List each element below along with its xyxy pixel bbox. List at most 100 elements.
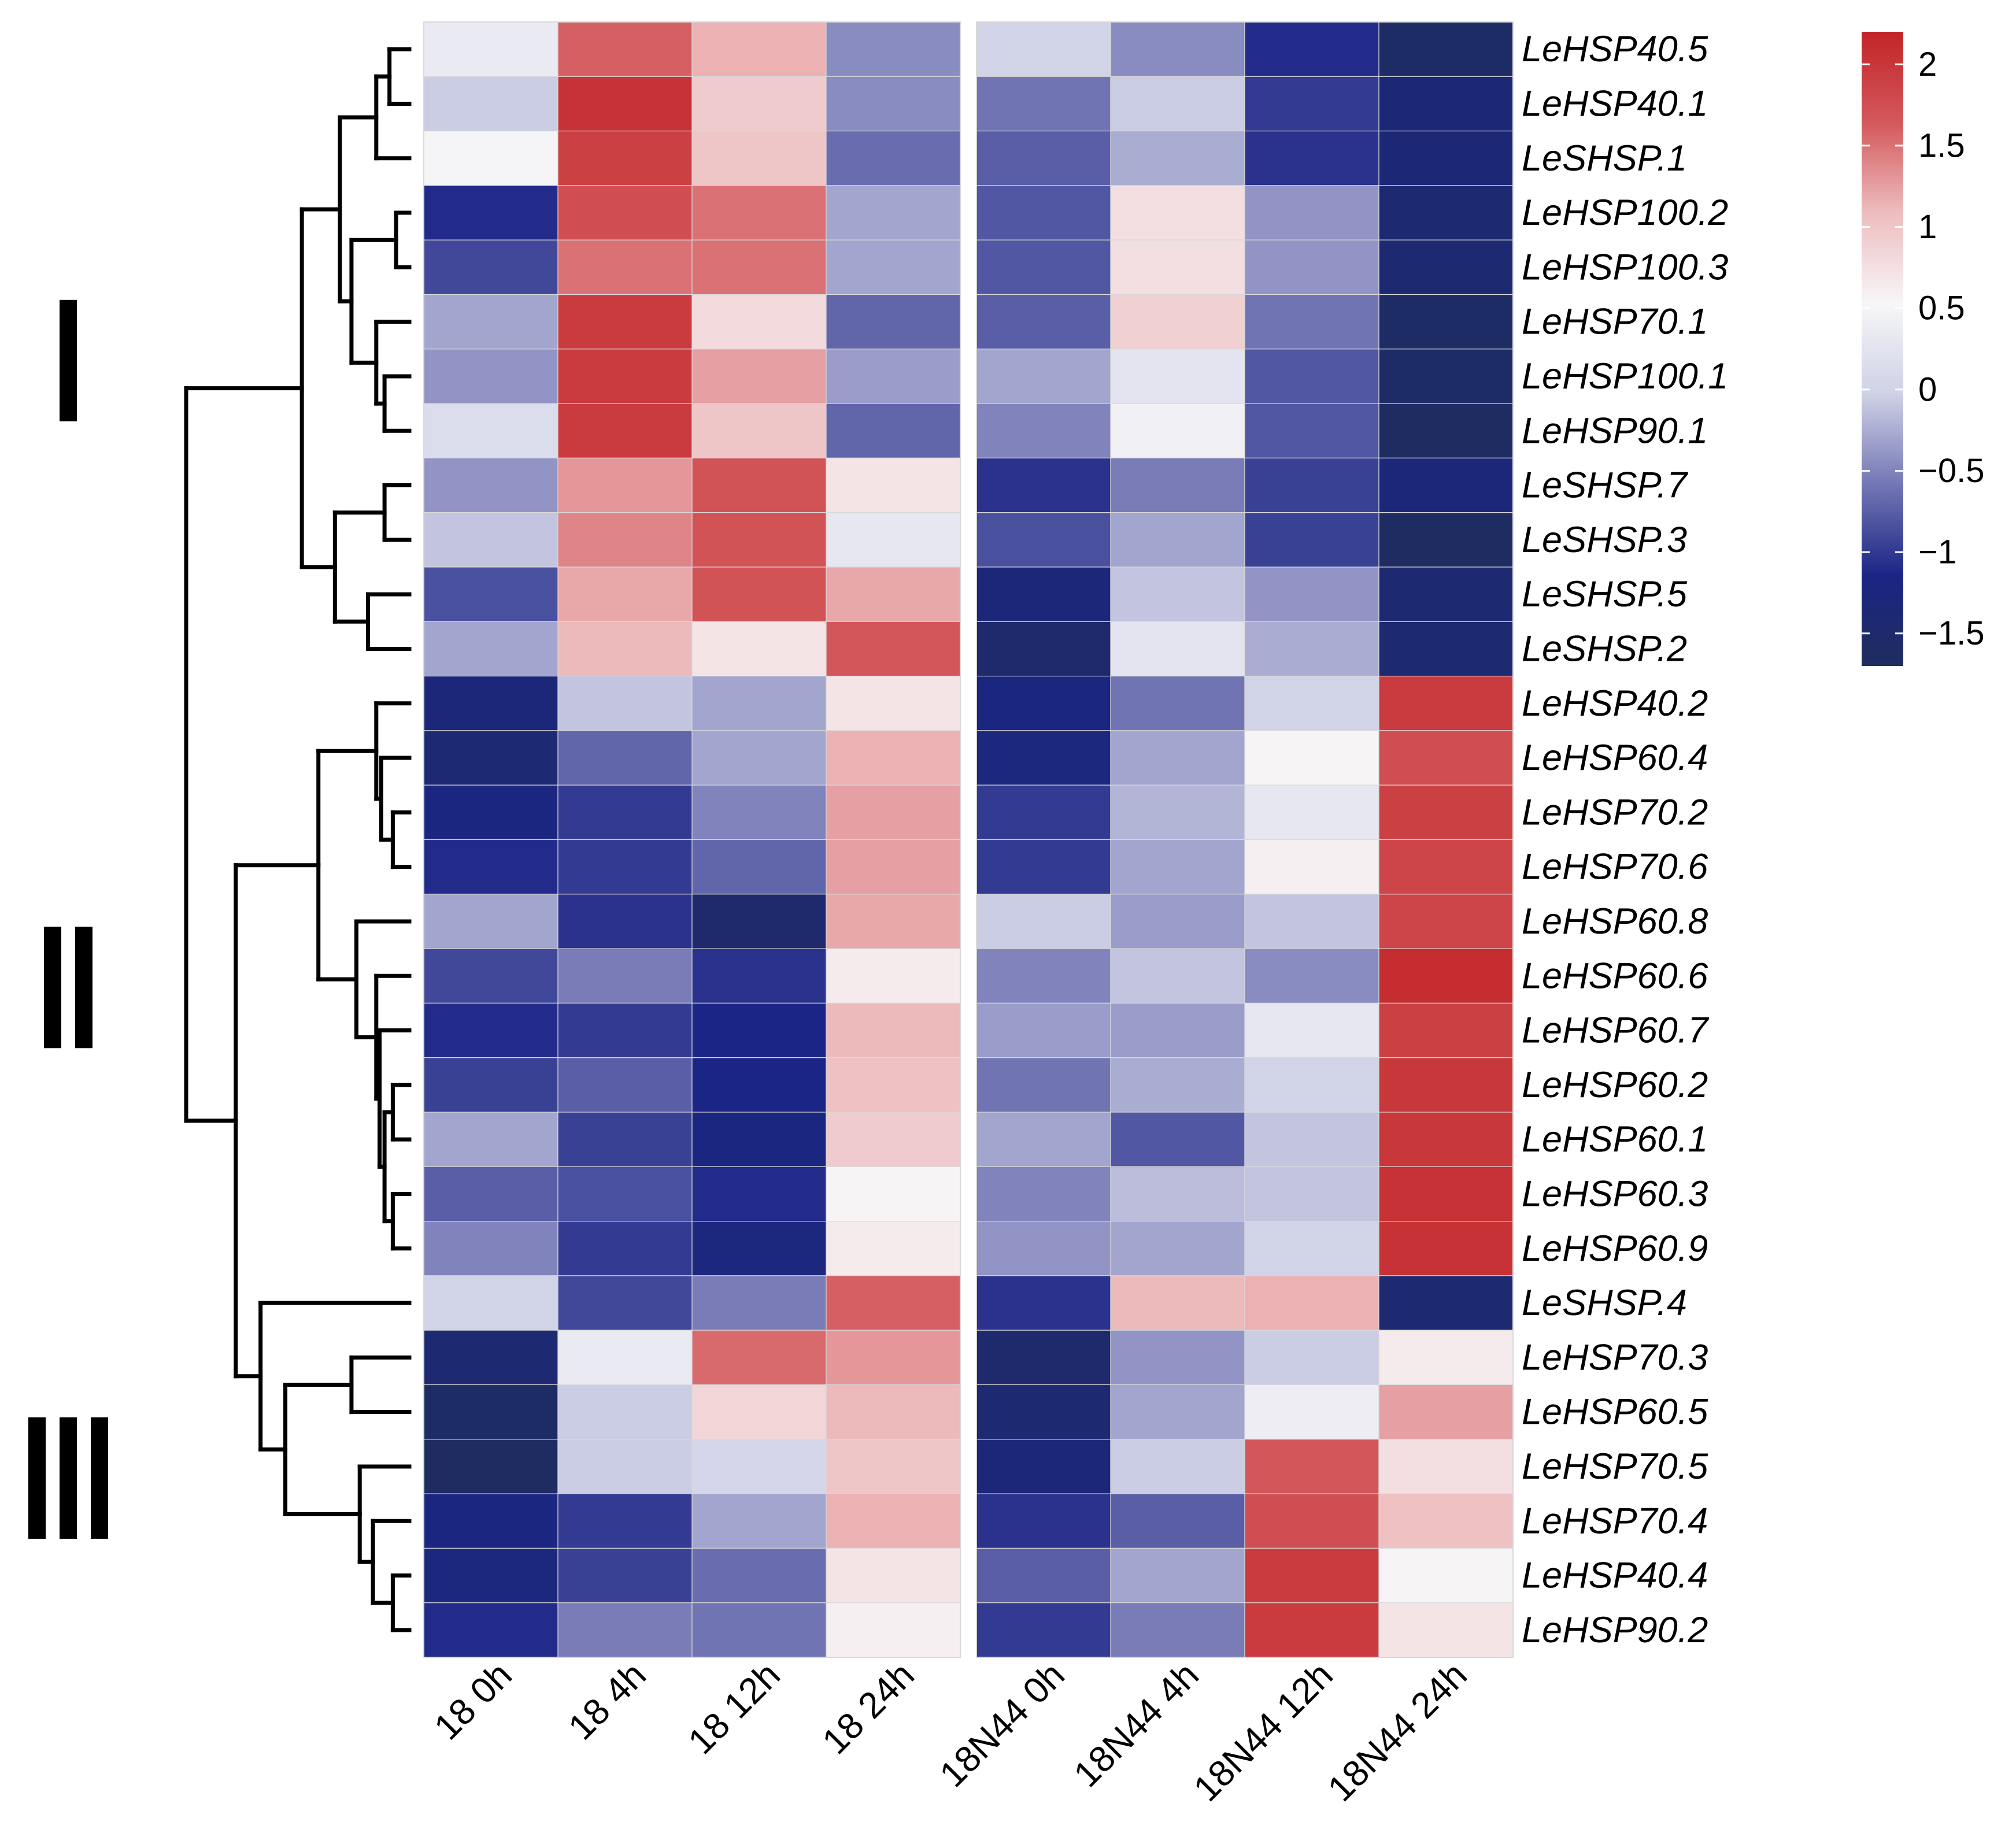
- heatmap-cell: [1110, 839, 1245, 895]
- heatmap-cell: [826, 1602, 961, 1658]
- column-label: 18N44 24h: [1320, 1654, 1474, 1809]
- heatmap-cell: [1110, 1602, 1245, 1658]
- heatmap-cell: [826, 1112, 961, 1167]
- heatmap-cell: [691, 839, 827, 895]
- heatmap-cell: [557, 1112, 693, 1167]
- heatmap-cell: [423, 403, 558, 458]
- heatmap-cell: [1378, 948, 1514, 1004]
- heatmap-cell: [691, 675, 827, 731]
- heatmap-cell: [557, 403, 693, 458]
- heatmap-cell: [691, 294, 827, 350]
- heatmap-cell: [1378, 730, 1514, 786]
- heatmap-cell: [826, 1275, 961, 1331]
- heatmap-cell: [691, 239, 827, 295]
- heatmap-cell: [1244, 894, 1379, 949]
- heatmap-cell: [1244, 730, 1379, 786]
- heatmap-cell: [976, 1221, 1111, 1276]
- panel-frame: [976, 21, 1514, 1658]
- heatmap-cell: [1244, 1221, 1379, 1276]
- heatmap-cell: [976, 1602, 1111, 1658]
- column-label: 18 4h: [561, 1654, 654, 1747]
- heatmap-cell: [423, 784, 558, 840]
- row-label: LeHSP60.4: [1522, 738, 1708, 778]
- heatmap-cell: [1378, 1275, 1514, 1331]
- heatmap-cell: [826, 76, 961, 132]
- heatmap-cell: [826, 21, 961, 77]
- heatmap-cell: [976, 839, 1111, 895]
- heatmap-cell: [423, 894, 558, 949]
- heatmap-cell: [1244, 185, 1379, 240]
- row-label: LeHSP90.1: [1522, 410, 1708, 451]
- heatmap-cell: [826, 131, 961, 186]
- heatmap-cell: [557, 1057, 693, 1113]
- heatmap-cell: [691, 457, 827, 513]
- heatmap-cell: [423, 294, 558, 350]
- heatmap-cell: [976, 1166, 1111, 1222]
- heatmap-cell: [1378, 1057, 1514, 1113]
- heatmap-cell: [1378, 185, 1514, 240]
- row-label: LeHSP70.3: [1522, 1337, 1708, 1378]
- heatmap-cell: [976, 403, 1111, 458]
- heatmap-cell: [976, 1547, 1111, 1604]
- row-label: LeHSP100.1: [1522, 356, 1728, 397]
- row-label: LeHSP90.2: [1522, 1610, 1708, 1650]
- heatmap-cell: [691, 1384, 827, 1440]
- heatmap-cell: [557, 621, 693, 677]
- colorbar-tick-label: −1.5: [1918, 614, 1985, 652]
- heatmap-cell: [423, 1221, 558, 1276]
- heatmap-cell: [1110, 1330, 1245, 1386]
- heatmap-cell: [826, 784, 961, 840]
- heatmap-cell: [1110, 349, 1245, 404]
- panel-frame: [423, 21, 961, 1658]
- heatmap-cell: [826, 1221, 961, 1276]
- heatmap-cell: [1244, 349, 1379, 404]
- heatmap-cell: [1244, 1384, 1379, 1440]
- heatmap-cell: [1110, 784, 1245, 840]
- heatmap-cell: [1378, 76, 1514, 132]
- row-label: LeHSP60.3: [1522, 1173, 1708, 1214]
- row-label: LeSHSP.4: [1522, 1283, 1687, 1323]
- heatmap-cell: [1110, 1493, 1245, 1549]
- heatmap-cell: [423, 1330, 558, 1386]
- heatmap-cell: [691, 1330, 827, 1386]
- heatmap-cell: [826, 621, 961, 677]
- colorbar-tick-label: 1: [1918, 208, 1937, 246]
- column-label: 18 24h: [815, 1654, 922, 1762]
- heatmap-cell: [423, 675, 558, 731]
- heatmap-cell: [1110, 1166, 1245, 1222]
- heatmap-cell: [826, 294, 961, 350]
- row-label: LeHSP60.1: [1522, 1119, 1708, 1160]
- heatmap-cell: [557, 730, 693, 786]
- colorbar-tick-label: 0.5: [1918, 290, 1965, 327]
- heatmap-cell: [1110, 948, 1245, 1004]
- heatmap-cell: [826, 566, 961, 622]
- heatmap-cell: [423, 457, 558, 513]
- heatmap-cell: [826, 1057, 961, 1113]
- heatmap-cell: [1110, 239, 1245, 295]
- heatmap-cell: [1378, 1384, 1514, 1440]
- heatmap-cell: [691, 512, 827, 568]
- heatmap-cell: [423, 1002, 558, 1058]
- heatmap-cell: [691, 1221, 827, 1276]
- heatmap-cell: [1244, 131, 1379, 186]
- row-label: LeHSP100.3: [1522, 247, 1728, 287]
- heatmap-cell: [1110, 131, 1245, 186]
- heatmap-cell: [691, 1602, 827, 1658]
- heatmap-cell: [691, 894, 827, 949]
- heatmap-cell: [826, 512, 961, 568]
- heatmap-cell: [826, 1439, 961, 1494]
- heatmap-cell: [691, 730, 827, 786]
- heatmap-cell: [1110, 1112, 1245, 1167]
- heatmap-cell: [423, 239, 558, 295]
- heatmap-cell: [423, 730, 558, 786]
- heatmap-cell: [423, 185, 558, 240]
- row-label: LeHSP70.4: [1522, 1501, 1708, 1541]
- heatmap-cell: [1110, 1002, 1245, 1058]
- heatmap-cell: [826, 1384, 961, 1440]
- column-label: 18N44 12h: [1186, 1654, 1340, 1809]
- heatmap-cell: [691, 349, 827, 404]
- heatmap-cell: [691, 1439, 827, 1494]
- heatmap-cell: [1244, 675, 1379, 731]
